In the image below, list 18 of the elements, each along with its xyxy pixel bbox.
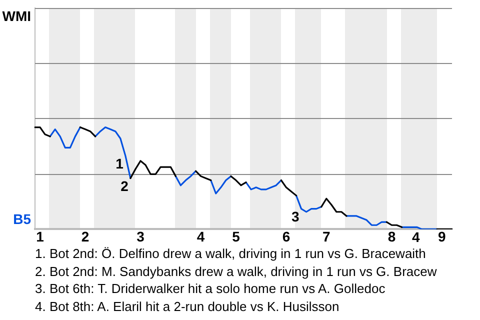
annotation: 3 bbox=[291, 208, 300, 225]
annotation: 1 bbox=[116, 156, 124, 172]
annotation: 2 bbox=[120, 178, 129, 194]
x-tick-label: 4 bbox=[196, 228, 205, 244]
x-tick-label: 2 bbox=[81, 228, 90, 244]
x-tick-label: 1 bbox=[36, 228, 44, 244]
x-tick-label: 3 bbox=[136, 228, 145, 244]
x-tick-label: 5 bbox=[232, 228, 240, 244]
x-tick-label: 9 bbox=[438, 228, 446, 244]
text: 2. Bot 2nd: M. Sandybanks drew a walk, driving in 1 run vs G. Bracew bbox=[35, 262, 438, 280]
text: B5 bbox=[13, 211, 32, 228]
text: 1. Bot 2nd: Ö. Delfino drew a walk, driving in 1 run vs G. Bracewaith bbox=[35, 245, 427, 262]
x-tick-label: 6 bbox=[282, 228, 290, 244]
text: WMI bbox=[2, 8, 31, 24]
x-tick-label: 8 bbox=[388, 228, 396, 244]
x-tick-label: 7 bbox=[322, 228, 330, 244]
text: 4. Bot 8th: A. Elaril hit a 2-run double vs K. Husilsson bbox=[35, 298, 340, 315]
text: 3. Bot 6th: T. Driderwalker hit a solo home run vs A. Golledoc bbox=[35, 280, 386, 298]
